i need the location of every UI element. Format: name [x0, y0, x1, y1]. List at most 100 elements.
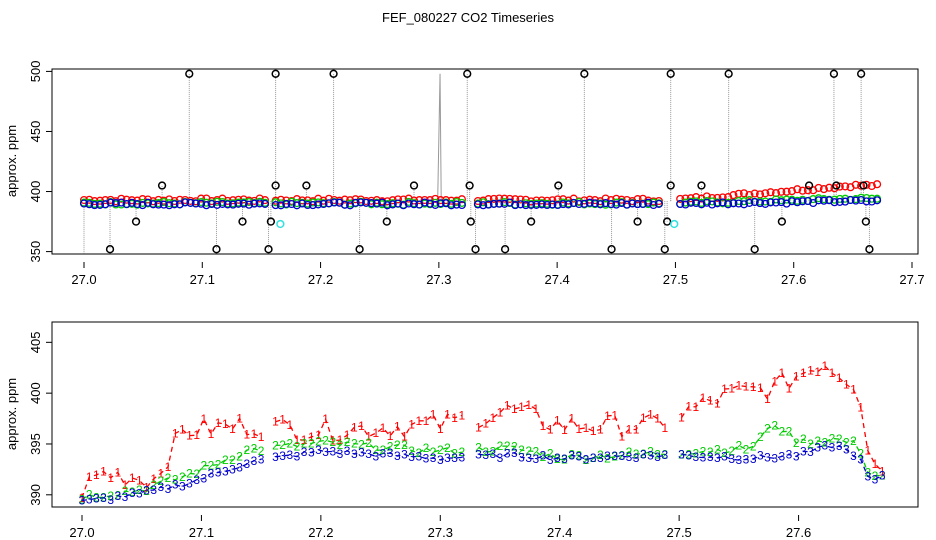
- bottom-series-2-marker: 2: [236, 450, 243, 464]
- bottom-series-1-marker: 1: [872, 457, 879, 471]
- bottom-series-3-marker: 3: [451, 451, 458, 465]
- bottom-series-2-marker: 2: [807, 437, 814, 451]
- bottom-series-2-marker: 2: [590, 451, 597, 465]
- bottom-series-1-marker: 1: [437, 422, 444, 436]
- bottom-series-1-marker: 1: [475, 421, 482, 435]
- top-reference-point: [804, 181, 814, 190]
- bottom-series-2-marker: 2: [640, 447, 647, 461]
- top-dropline-layer: [83, 73, 870, 254]
- bottom-series-2-marker: 2: [482, 445, 489, 459]
- top-reference-point: [750, 245, 759, 254]
- bottom-series-3-marker: 3: [308, 446, 315, 460]
- bottom-series-3-marker: 3: [728, 452, 735, 466]
- bottom-series-2-marker: 2: [93, 490, 100, 504]
- top-series-3-point: [292, 201, 301, 210]
- top-series-3-point: [473, 200, 482, 209]
- top-series-3-point: [489, 199, 498, 208]
- bottom-series-2-marker: 2: [685, 447, 692, 461]
- bottom-series-2-marker: 2: [129, 485, 136, 499]
- bottom-series-3-marker: 3: [872, 472, 879, 486]
- top-series-1-point: [867, 181, 876, 191]
- top-series-1-point: [255, 194, 264, 203]
- bottom-series-1-marker: 1: [504, 398, 511, 412]
- top-series-3-point: [95, 200, 105, 209]
- top-series-3-point: [186, 198, 195, 207]
- bottom-series-1-marker: 1: [597, 423, 604, 437]
- bottom-series-1-marker: 1: [728, 382, 735, 396]
- bottom-series-3-marker: 3: [879, 468, 886, 482]
- top-series-1-point: [782, 187, 791, 196]
- top-series-3-point: [330, 198, 339, 207]
- top-series-3-point: [771, 198, 781, 207]
- bottom-series-3-marker: 3: [86, 493, 93, 507]
- top-series-1-point: [851, 180, 860, 189]
- figure-title: FEF_080227 CO2 Timeseries: [382, 10, 554, 25]
- top-series-3-point: [521, 201, 530, 210]
- top-series-1-point: [718, 193, 727, 202]
- bottom-series-1-marker: 1: [337, 433, 344, 447]
- top-spike-line: [437, 73, 442, 202]
- bottom-series-2-marker: 2: [814, 434, 821, 448]
- bottom-series-1-marker: 1: [532, 402, 539, 416]
- top-series-1-point: [154, 195, 163, 204]
- top-series-3-point: [351, 198, 360, 207]
- top-y-tick-label: 500: [28, 61, 43, 83]
- bottom-series-3-marker: 3: [489, 447, 496, 461]
- bottom-series-2-marker: 2: [394, 438, 401, 452]
- top-series-3-point: [388, 200, 397, 209]
- bottom-series-2-marker: 2: [365, 436, 372, 450]
- top-series-3-point: [425, 199, 435, 208]
- top-series-1-point: [495, 194, 504, 203]
- top-series-3-point: [255, 199, 264, 208]
- top-series-1-point: [314, 194, 323, 203]
- bottom-series-1-marker: 1: [129, 471, 136, 485]
- top-series-3-point: [692, 198, 701, 208]
- top-series-2-point: [202, 198, 211, 207]
- top-series-1-point: [473, 196, 482, 206]
- top-reference-point: [463, 69, 472, 78]
- bottom-series-1-marker: 1: [358, 419, 365, 433]
- bottom-series-1-marker: 1: [143, 481, 150, 495]
- top-y-tick-label: 350: [28, 241, 43, 263]
- top-reference-point: [865, 245, 874, 254]
- top-series-1-point: [117, 194, 126, 203]
- bottom-series-1-marker: 1: [879, 464, 886, 478]
- top-series-3-point: [282, 199, 291, 208]
- bottom-series-3-marker: 3: [504, 447, 511, 461]
- top-reference-point: [271, 181, 280, 190]
- top-series-3-point: [846, 195, 855, 205]
- bottom-series-2-marker: 2: [243, 443, 250, 457]
- bottom-series-3-marker: 3: [547, 453, 554, 467]
- bottom-series-3-marker: 3: [821, 439, 828, 453]
- bottom-series-1-marker: 1: [654, 412, 661, 426]
- bottom-series-3-marker: 3: [633, 451, 640, 465]
- bottom-series-3-marker: 3: [193, 473, 200, 487]
- top-series-3-point: [787, 197, 796, 206]
- bottom-series-1-marker: 1: [829, 366, 836, 380]
- bottom-series-2-marker: 2: [597, 448, 604, 462]
- top-series-1-point: [766, 188, 775, 197]
- bottom-x-tick-label: 27.0: [69, 525, 94, 540]
- top-series-2-point: [745, 195, 754, 205]
- bottom-series-2-marker: 2: [575, 448, 582, 462]
- bottom-series-2-marker: 2: [568, 448, 575, 462]
- bottom-series-2-marker: 2: [351, 437, 358, 451]
- bottom-series-1-marker: 1: [401, 430, 408, 444]
- top-series-3-point: [420, 198, 429, 207]
- bottom-series-3-marker: 3: [532, 452, 539, 466]
- top-series-3-point: [356, 198, 365, 207]
- bottom-series-2-marker: 2: [611, 450, 618, 464]
- top-series-3-point: [85, 200, 94, 209]
- top-series-1-point: [825, 183, 834, 192]
- top-series-3-point: [617, 198, 626, 208]
- top-series-3-point: [409, 200, 419, 209]
- bottom-series-1-marker: 1: [647, 408, 654, 422]
- bottom-series-1-marker: 1: [294, 433, 301, 447]
- top-series-3-point: [527, 200, 536, 209]
- bottom-series-2-marker: 2: [872, 469, 879, 483]
- bottom-series-1-marker: 1: [482, 417, 489, 431]
- bottom-series-3-marker: 3: [583, 452, 590, 466]
- bottom-series-2-marker: 2: [626, 445, 633, 459]
- bottom-series-3-marker: 3: [482, 448, 489, 462]
- bottom-series-1-marker: 1: [114, 465, 121, 479]
